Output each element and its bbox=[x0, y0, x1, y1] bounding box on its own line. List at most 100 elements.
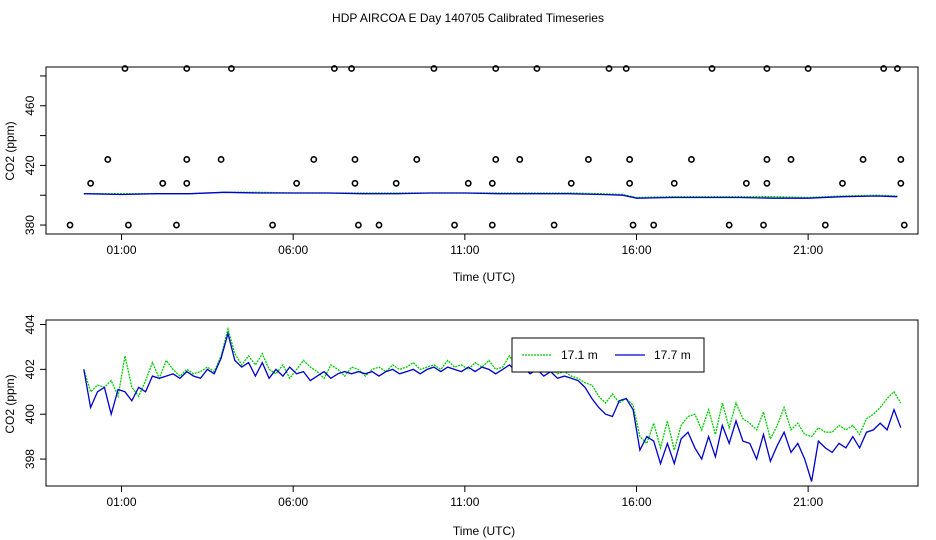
top-marker-point bbox=[183, 65, 191, 72]
top-marker-point bbox=[670, 179, 678, 187]
bottom-y-tick-label: 400 bbox=[23, 404, 37, 424]
top-series-line-2 bbox=[83, 191, 898, 199]
top-marker-point bbox=[492, 156, 500, 163]
top-series-line-1 bbox=[83, 191, 898, 199]
top-marker-point bbox=[550, 221, 558, 229]
top-plot-frame bbox=[45, 66, 919, 235]
top-marker-point bbox=[894, 65, 901, 72]
top-marker-point bbox=[688, 156, 695, 163]
top-marker-point bbox=[310, 156, 318, 163]
bottom-panel: 398 400 402 404 01:00 06:00 11:00 16:00 21:00 T… bbox=[3, 314, 919, 538]
legend-label-17-1: 17.1 m bbox=[561, 348, 598, 362]
top-x-tick-label: 01:00 bbox=[107, 243, 137, 257]
top-marker-point bbox=[104, 156, 112, 163]
top-x-tick-label: 06:00 bbox=[278, 243, 308, 257]
figure-title: HDP AIRCOA E Day 140705 Calibrated Times… bbox=[332, 11, 604, 25]
top-marker-point bbox=[351, 156, 359, 163]
top-marker-point bbox=[787, 156, 795, 163]
top-marker-point bbox=[839, 179, 846, 187]
top-marker-point bbox=[650, 221, 658, 229]
bottom-series-line-2 bbox=[83, 330, 902, 482]
bottom-x-tick-label: 21:00 bbox=[793, 495, 823, 509]
top-y-tick-label: 460 bbox=[23, 95, 37, 115]
bottom-y-axis: 398 400 402 404 bbox=[23, 314, 46, 469]
top-marker-point bbox=[488, 221, 496, 229]
top-marker-point bbox=[217, 156, 225, 163]
bottom-x-tick-label: 01:00 bbox=[107, 495, 137, 509]
top-marker-point bbox=[87, 179, 95, 187]
top-marker-point bbox=[430, 65, 438, 72]
legend: 17.1 m 17.7 m bbox=[511, 337, 705, 373]
bottom-plot-frame bbox=[45, 319, 919, 487]
top-marker-point bbox=[897, 179, 905, 187]
top-x-tick-label: 16:00 bbox=[621, 243, 651, 257]
bottom-x-tick-label: 11:00 bbox=[450, 495, 479, 509]
top-marker-point bbox=[629, 221, 637, 229]
top-marker-point bbox=[159, 179, 167, 187]
top-marker-point bbox=[492, 65, 500, 72]
bottom-series-group bbox=[83, 326, 902, 482]
bottom-y-axis-label: CO2 (ppm) bbox=[3, 374, 17, 433]
bottom-x-axis: 01:00 06:00 11:00 16:00 21:00 bbox=[107, 486, 823, 509]
top-marker-point bbox=[488, 179, 496, 187]
top-marker-point bbox=[269, 221, 276, 229]
top-marker-point bbox=[533, 65, 541, 72]
top-marker-point bbox=[585, 156, 592, 163]
top-x-axis-label: Time (UTC) bbox=[453, 270, 515, 284]
top-marker-point bbox=[124, 221, 132, 229]
bottom-y-tick-label: 398 bbox=[23, 449, 37, 469]
top-marker-point bbox=[351, 179, 359, 187]
top-marker-point bbox=[804, 65, 812, 72]
top-marker-point bbox=[375, 221, 383, 229]
top-x-tick-label: 21:00 bbox=[793, 243, 823, 257]
bottom-x-axis-label: Time (UTC) bbox=[453, 524, 515, 538]
bottom-y-tick-label: 404 bbox=[23, 314, 37, 334]
top-marker-point bbox=[330, 65, 338, 72]
top-marker-point bbox=[763, 156, 771, 163]
top-marker-group bbox=[66, 65, 908, 229]
top-marker-point bbox=[173, 221, 180, 229]
top-x-axis: 01:00 06:00 11:00 16:00 21:00 bbox=[107, 234, 823, 257]
top-marker-point bbox=[760, 221, 767, 229]
top-marker-point bbox=[392, 179, 400, 187]
top-marker-point bbox=[626, 179, 634, 187]
top-marker-point bbox=[725, 221, 733, 229]
top-marker-point bbox=[763, 65, 771, 72]
top-y-axis-label: CO2 (ppm) bbox=[3, 121, 17, 180]
top-marker-point bbox=[567, 179, 575, 187]
top-marker-point bbox=[66, 221, 74, 229]
top-marker-point bbox=[464, 179, 472, 187]
top-marker-point bbox=[763, 179, 771, 187]
top-marker-point bbox=[413, 156, 421, 163]
bottom-series-line-1 bbox=[83, 326, 902, 451]
bottom-x-tick-label: 16:00 bbox=[621, 495, 651, 509]
top-marker-point bbox=[708, 65, 716, 72]
top-y-tick-label: 420 bbox=[23, 155, 37, 175]
top-marker-point bbox=[605, 65, 613, 72]
top-series-group bbox=[83, 191, 898, 199]
legend-label-17-7: 17.7 m bbox=[654, 348, 691, 362]
top-marker-point bbox=[121, 65, 129, 72]
top-marker-point bbox=[348, 65, 355, 72]
top-marker-point bbox=[451, 221, 458, 229]
legend-box bbox=[511, 337, 705, 373]
bottom-y-tick-label: 402 bbox=[23, 359, 37, 379]
bottom-x-tick-label: 06:00 bbox=[278, 495, 308, 509]
top-y-axis: 380 420 460 bbox=[23, 75, 46, 235]
top-marker-point bbox=[355, 221, 362, 229]
top-marker-point bbox=[183, 156, 191, 163]
top-x-tick-label: 11:00 bbox=[450, 243, 479, 257]
top-marker-point bbox=[897, 156, 905, 163]
top-marker-point bbox=[622, 65, 630, 72]
top-marker-point bbox=[626, 156, 634, 163]
top-marker-point bbox=[516, 156, 524, 163]
top-marker-point bbox=[859, 156, 867, 163]
top-marker-point bbox=[227, 65, 235, 72]
top-marker-point bbox=[742, 179, 750, 187]
top-panel: 380 420 460 01:00 06:00 11:00 16:00 21:00 Time… bbox=[3, 65, 919, 284]
top-marker-point bbox=[880, 65, 888, 72]
top-marker-point bbox=[293, 179, 301, 187]
top-marker-point bbox=[821, 221, 829, 229]
top-marker-point bbox=[183, 179, 191, 187]
